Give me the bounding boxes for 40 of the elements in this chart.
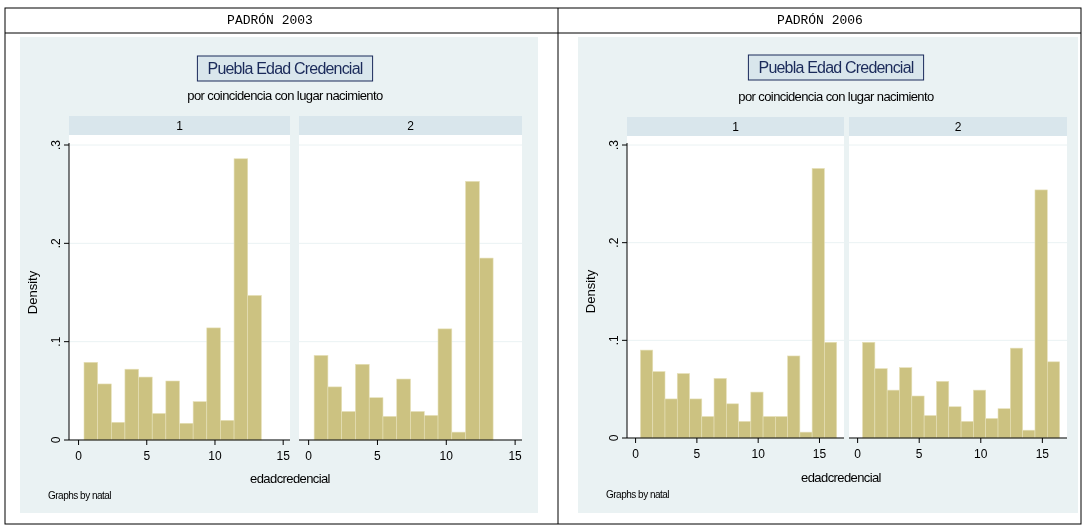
x-tick-label: 0 — [305, 449, 313, 463]
x-tick-label: 0 — [632, 447, 640, 461]
chart-subtitle: por coincidencia con lugar nacimiento — [187, 88, 384, 103]
x-tick-label: 5 — [915, 447, 923, 461]
x-axis-title: edadcredencial — [250, 471, 331, 486]
text: 2 — [954, 120, 962, 134]
y-axis-title: Density — [583, 269, 598, 314]
x-tick-label: 0 — [854, 447, 862, 461]
y-tick-label: .3 — [49, 139, 63, 151]
text: Graphs by natal — [606, 489, 670, 500]
x-tick-label: 15 — [1035, 447, 1050, 461]
chart-title: Puebla Edad Credencial — [758, 59, 914, 76]
text: PADRÓN 2003 — [227, 13, 313, 28]
y-tick-label: .2 — [607, 237, 621, 248]
x-tick-label: 5 — [693, 447, 701, 461]
x-tick-label: 10 — [439, 449, 454, 463]
x-tick-label: 5 — [143, 449, 151, 463]
y-tick-label: 0 — [49, 436, 63, 444]
x-tick-label: 10 — [751, 447, 766, 461]
x-tick-label: 15 — [812, 447, 827, 461]
text: 1 — [176, 119, 184, 133]
chart-title: Puebla Edad Credencial — [207, 60, 363, 77]
text: Graphs by natal — [48, 490, 112, 501]
x-tick-label: 10 — [208, 449, 222, 463]
y-tick-label: .1 — [607, 335, 621, 346]
y-tick-label: .2 — [49, 238, 63, 249]
text: PADRÓN 2006 — [777, 13, 863, 28]
y-axis-title: Density — [25, 270, 40, 315]
text: 2 — [407, 119, 415, 133]
chart-subtitle: por coincidencia con lugar nacimiento — [738, 89, 935, 104]
x-axis-title: edadcredencial — [801, 470, 882, 485]
y-tick-label: .3 — [607, 139, 621, 151]
x-tick-label: 0 — [75, 449, 83, 463]
x-tick-label: 15 — [508, 449, 523, 463]
x-tick-label: 15 — [276, 449, 291, 463]
y-tick-label: 0 — [607, 434, 621, 442]
x-tick-label: 5 — [374, 449, 382, 463]
x-tick-label: 10 — [974, 447, 988, 461]
text: 1 — [732, 120, 740, 134]
y-tick-label: .1 — [49, 336, 63, 347]
